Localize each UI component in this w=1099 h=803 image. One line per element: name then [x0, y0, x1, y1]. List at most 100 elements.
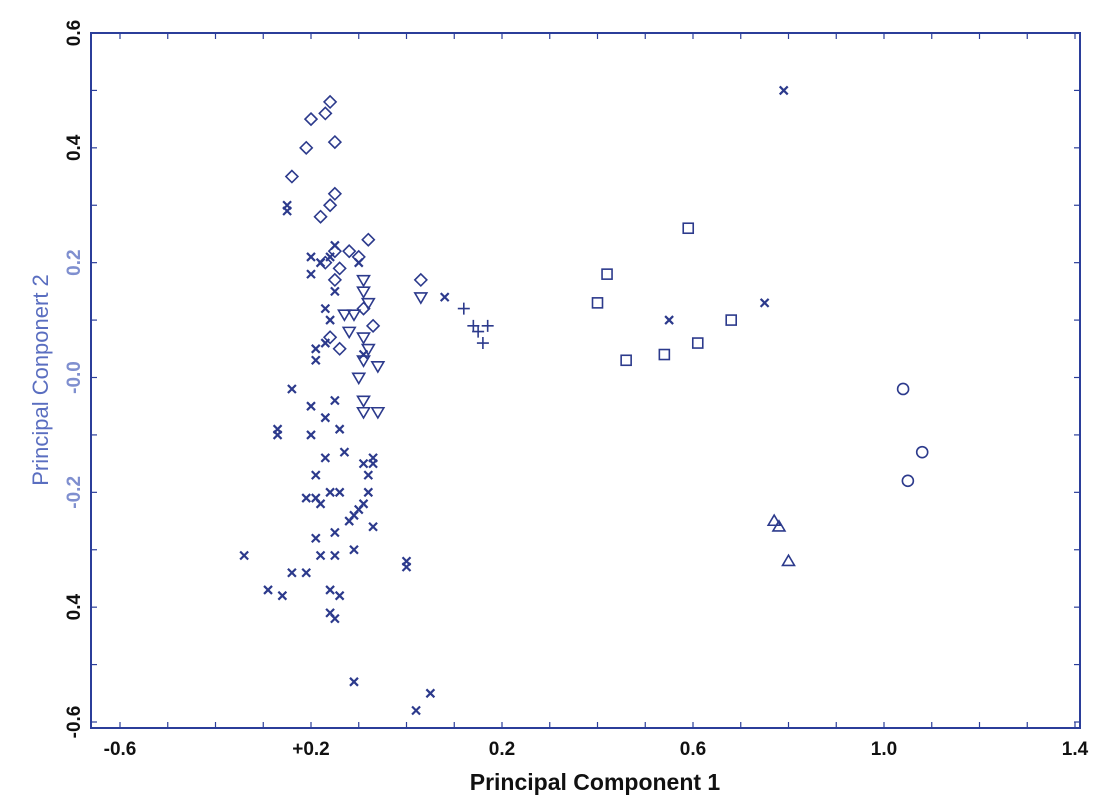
y-axis-label: Principal Conponert 2: [28, 274, 53, 486]
data-point-plus: [476, 337, 489, 350]
y-tick-label: -0.6: [64, 706, 85, 739]
data-point-square: [682, 222, 695, 235]
data-point-x: [320, 338, 331, 348]
y-tick-label: 0.4: [64, 134, 85, 161]
data-point-triangle-up: [771, 519, 787, 532]
data-point-x: [330, 550, 340, 561]
data-point-square: [601, 268, 613, 280]
data-point-triangle-down: [356, 406, 371, 420]
data-points: [239, 85, 929, 716]
data-point-triangle-down: [341, 326, 357, 340]
data-point-x: [277, 590, 288, 601]
data-point-triangle-down: [337, 309, 352, 322]
data-point-x: [315, 550, 326, 561]
x-tick-label: 0.6: [680, 739, 706, 760]
data-point-triangle-down: [351, 372, 367, 386]
x-axis-ticks: -0.6 +0.2 0.2 0.6 1.0 1.4: [104, 739, 1089, 760]
y-tick-label: 0.6: [64, 20, 85, 46]
x-tick-label: -0.6: [104, 739, 137, 760]
data-point-square: [725, 314, 738, 326]
data-point-x: [320, 412, 331, 423]
data-point-x: [401, 562, 412, 572]
data-point-x: [358, 349, 369, 360]
data-point-diamond: [322, 198, 338, 213]
data-point-x: [411, 705, 421, 716]
data-point-square: [658, 348, 671, 361]
data-point-diamond: [327, 134, 343, 150]
data-point-x: [315, 257, 326, 268]
data-point-x: [239, 550, 249, 561]
data-point-diamond: [332, 261, 347, 276]
data-point-x: [310, 533, 321, 544]
data-point-diamond: [365, 318, 381, 333]
data-point-plus: [472, 325, 485, 338]
data-point-x: [301, 493, 312, 503]
data-point-square: [591, 297, 604, 309]
y-tick-label: 0.4: [64, 594, 85, 621]
data-point-x: [320, 453, 331, 463]
data-point-x: [425, 688, 436, 699]
data-point-x: [325, 487, 335, 498]
data-point-x: [306, 252, 316, 262]
data-point-x: [759, 298, 770, 308]
data-point-diamond: [322, 94, 338, 110]
data-point-x: [353, 257, 364, 268]
data-point-x: [320, 303, 331, 314]
data-point-x: [330, 286, 340, 297]
data-point-x: [368, 522, 378, 532]
x-axis-label: Principal Component 1: [470, 769, 721, 795]
data-point-x: [363, 470, 374, 480]
data-point-triangle-down: [356, 286, 371, 299]
data-point-x: [310, 344, 321, 354]
data-point-diamond: [299, 140, 314, 155]
y-axis-ticks: -0.6 0.4 -0.2 -0.0 0.2 0.4 0.6: [64, 20, 85, 739]
data-point-circle: [901, 474, 915, 488]
data-point-x: [306, 430, 316, 440]
data-point-x: [363, 487, 374, 498]
plot-border: [90, 32, 1081, 729]
data-point-triangle-down: [413, 292, 429, 305]
data-point-x: [310, 355, 321, 366]
data-point-diamond: [361, 232, 376, 247]
data-point-diamond: [327, 272, 343, 288]
data-point-x: [315, 499, 326, 509]
data-point-triangle-up: [781, 553, 796, 567]
data-point-triangle-down: [356, 274, 371, 288]
x-tick-label: 1.0: [871, 739, 897, 760]
data-point-x: [439, 292, 450, 302]
data-point-diamond: [342, 244, 357, 259]
data-point-triangle-down: [370, 406, 386, 420]
data-point-x: [330, 240, 340, 251]
data-point-x: [263, 585, 273, 595]
data-point-square: [691, 337, 704, 349]
x-tick-label: 1.4: [1062, 739, 1089, 760]
data-point-diamond: [327, 186, 343, 201]
data-point-diamond: [303, 111, 319, 127]
y-tick-label: 0.2: [64, 249, 85, 275]
data-point-x: [325, 585, 335, 595]
data-point-diamond: [332, 341, 347, 356]
data-point-triangle-down: [370, 361, 386, 374]
data-point-plus: [457, 302, 470, 315]
data-point-x: [306, 401, 316, 411]
data-point-triangle-down: [360, 343, 376, 357]
data-point-x: [301, 567, 312, 578]
data-point-x: [368, 453, 378, 463]
plot-frame: [90, 32, 1081, 729]
data-point-x: [339, 447, 350, 457]
data-point-x: [334, 424, 345, 434]
data-point-circle: [896, 382, 910, 396]
x-tick-label: 0.2: [489, 739, 515, 760]
data-point-x: [287, 384, 297, 394]
y-tick-label: -0.2: [64, 476, 85, 509]
y-tick-label: -0.0: [64, 361, 85, 394]
data-point-x: [349, 544, 359, 555]
data-point-x: [306, 269, 316, 279]
data-point-x: [325, 315, 335, 325]
data-point-triangle-down: [356, 332, 371, 345]
data-point-diamond: [322, 330, 338, 345]
data-point-triangle-down: [356, 395, 371, 409]
data-point-circle: [915, 445, 929, 459]
data-point-triangle-down: [346, 309, 362, 322]
